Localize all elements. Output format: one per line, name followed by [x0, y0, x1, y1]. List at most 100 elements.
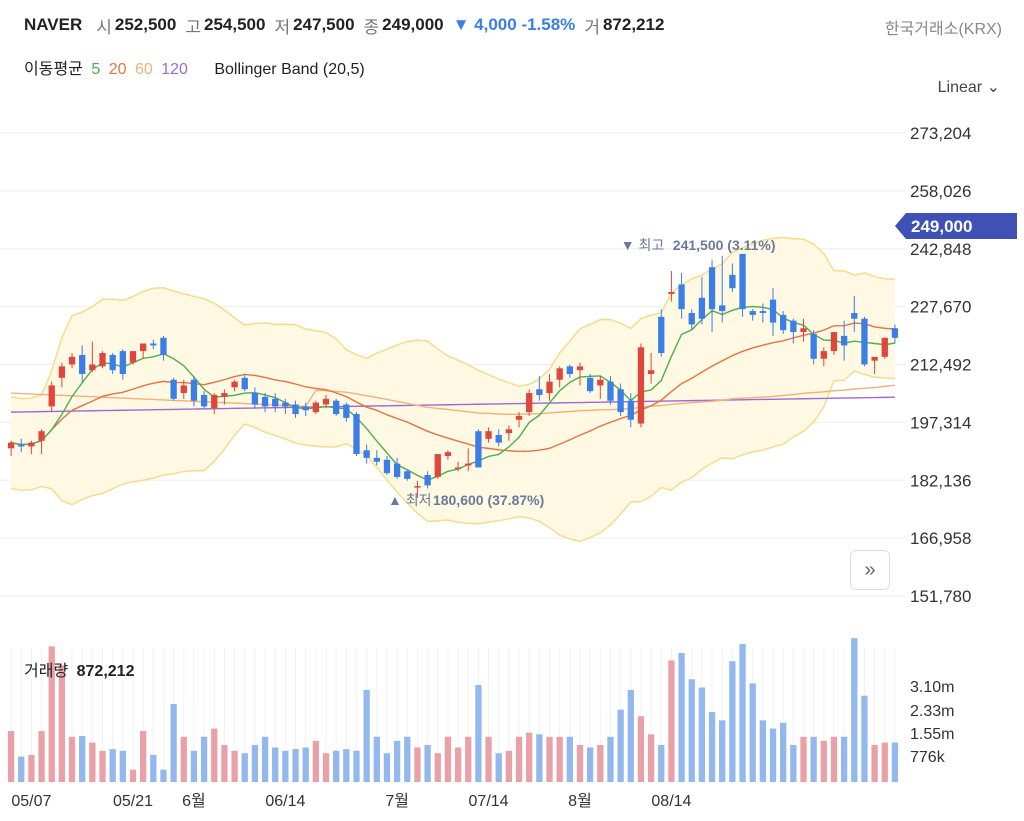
volume-bar [444, 736, 452, 782]
candle-body [393, 463, 401, 477]
candle-body [708, 267, 716, 310]
candle-body [830, 332, 838, 352]
double-chevron-right-icon: » [864, 558, 876, 581]
price-tick-label: 151,780 [910, 587, 971, 606]
bollinger-lower-line [10, 370, 895, 543]
low-value: 247,500 [293, 15, 355, 34]
volume-bar [404, 736, 411, 782]
volume-bar [200, 736, 208, 782]
candle [231, 379, 238, 392]
candle [312, 400, 320, 415]
volume-bar [261, 736, 269, 782]
volume-bar [495, 753, 502, 782]
candle-body [536, 389, 543, 395]
close-value: 249,000 [382, 15, 444, 34]
candle [800, 318, 807, 342]
candle-body [465, 463, 472, 466]
date-tick-label: 06/14 [265, 793, 305, 810]
candle [688, 309, 695, 331]
candle-body [576, 366, 584, 371]
volume-label: 거 [584, 17, 600, 37]
candle [434, 454, 441, 479]
candle-body [881, 337, 888, 357]
candle-body [617, 389, 624, 413]
candle [150, 339, 157, 350]
volume-bar [708, 712, 716, 782]
volume-bar [739, 643, 746, 782]
volume-bar [658, 745, 665, 782]
candle [272, 393, 279, 413]
candle-body [261, 396, 269, 407]
candle [617, 383, 624, 416]
candle [739, 253, 746, 317]
volume-tick-label: 776k [910, 749, 946, 766]
candle [404, 469, 411, 481]
candle [373, 450, 380, 466]
candle-body [129, 351, 137, 363]
min-annotation-label: ▲ 최저 [388, 492, 432, 508]
scale-dropdown[interactable]: Linear ⌄ [938, 77, 1000, 97]
candle [495, 429, 502, 447]
current-price-label: 249,000 [911, 217, 972, 236]
volume-bar [272, 747, 279, 782]
candle [251, 387, 259, 409]
candle-body [353, 414, 360, 455]
candle [658, 309, 665, 357]
candle [38, 429, 45, 455]
candle-body [759, 311, 767, 313]
candle [871, 356, 878, 375]
price-tick-label: 273,204 [910, 124, 971, 143]
candle [79, 345, 86, 382]
volume-bar [38, 731, 45, 782]
volume-bar [597, 745, 604, 782]
volume-bar [211, 728, 218, 782]
candle-body [373, 457, 380, 462]
candle [597, 375, 604, 399]
volume-bar [414, 747, 421, 782]
candle-body [221, 393, 228, 397]
candle [668, 271, 675, 302]
volume-bar [363, 689, 370, 782]
volume-bar [68, 736, 76, 782]
volume-bar [373, 736, 380, 782]
volume-bar [526, 732, 533, 782]
volume-bar [851, 638, 858, 782]
candle-body [668, 292, 675, 294]
indicator-legend[interactable]: 이동평균 5 20 60 120 Bollinger Band (20,5) [24, 55, 369, 79]
candle-body [414, 486, 421, 488]
candle-body [780, 314, 787, 331]
candle [109, 353, 116, 375]
volume-bar [505, 750, 513, 782]
low-label: 저 [274, 17, 291, 37]
volume-tick-label: 1.55m [910, 726, 954, 743]
candle [810, 330, 817, 365]
candle-body [840, 335, 848, 346]
volume-bar [749, 683, 756, 782]
volume-bar [322, 753, 330, 782]
candle-body [272, 398, 279, 407]
volume-bar [302, 747, 309, 782]
candle [627, 393, 634, 428]
max-annotation-label: ▼ 최고 [621, 237, 665, 253]
scroll-latest-button[interactable]: » [850, 550, 890, 590]
ma5-legend: 5 [91, 61, 101, 78]
volume-bar [58, 665, 66, 782]
volume-bar [607, 736, 614, 782]
candle-body [769, 299, 777, 323]
candle [200, 391, 208, 409]
candle [698, 276, 706, 325]
candle-body [647, 370, 655, 375]
open-label: 시 [96, 17, 112, 37]
candle-body [241, 377, 248, 390]
candle-body [282, 402, 289, 407]
candle [851, 295, 858, 333]
candle [485, 427, 492, 443]
candle-body [343, 404, 350, 418]
candle [505, 425, 513, 441]
date-tick-label: 05/07 [11, 793, 51, 810]
candle-body [404, 471, 411, 479]
candle [211, 393, 218, 415]
candle [780, 311, 787, 334]
candle [302, 402, 309, 416]
